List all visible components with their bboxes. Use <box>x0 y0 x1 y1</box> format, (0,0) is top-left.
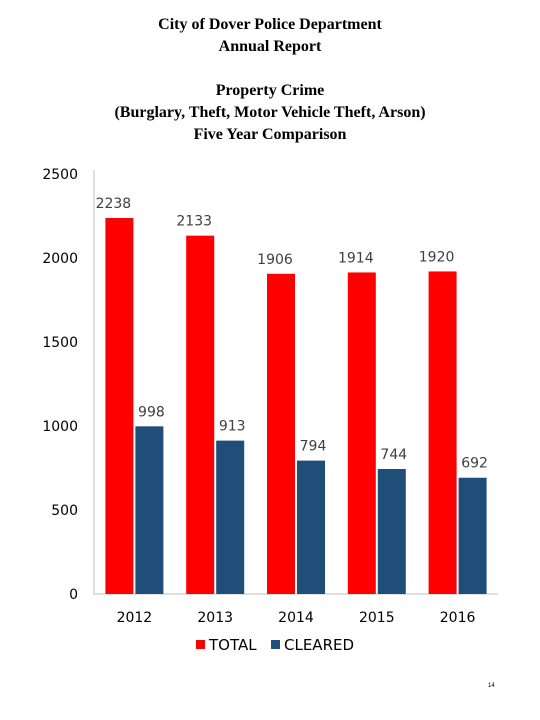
data-label: 2133 <box>176 214 212 230</box>
legend-label-total: TOTAL <box>208 636 257 654</box>
data-label: 2238 <box>96 196 132 212</box>
bar-total-2016 <box>428 271 457 594</box>
y-tick-label: 0 <box>69 587 78 603</box>
y-tick-label: 1000 <box>42 419 78 435</box>
bar-total-2015 <box>347 272 376 594</box>
x-tick-label: 2012 <box>117 610 153 626</box>
bar-cleared-2015 <box>377 469 406 594</box>
bar-cleared-2016 <box>458 477 487 594</box>
x-tick-label: 2013 <box>197 610 233 626</box>
y-tick-label: 2000 <box>42 251 78 267</box>
y-tick-label: 500 <box>51 503 78 519</box>
chart-title: Property Crime (Burglary, Theft, Motor V… <box>0 80 540 146</box>
x-tick-label: 2014 <box>278 610 314 626</box>
data-label: 692 <box>461 456 488 472</box>
bar-cleared-2014 <box>297 460 325 594</box>
data-label: 1906 <box>257 252 293 268</box>
x-tick-label: 2016 <box>440 610 476 626</box>
chart-title-line-1: Property Crime <box>215 82 325 99</box>
data-label: 794 <box>300 439 327 455</box>
bar-total-2013 <box>186 235 215 594</box>
data-label: 744 <box>380 447 407 463</box>
chart-title-line-2: (Burglary, Theft, Motor Vehicle Theft, A… <box>114 104 426 121</box>
y-tick-label: 2500 <box>42 167 78 183</box>
bar-total-2014 <box>267 273 295 594</box>
x-tick-label: 2015 <box>359 610 395 626</box>
legend-label-cleared: CLEARED <box>284 636 354 654</box>
bar-cleared-2013 <box>216 440 245 594</box>
report-header: City of Dover Police Department Annual R… <box>0 14 540 58</box>
bar-total-2012 <box>105 218 134 595</box>
data-label: 1914 <box>338 250 374 266</box>
data-label: 1920 <box>419 249 455 265</box>
bar-cleared-2012 <box>135 426 164 594</box>
data-label: 998 <box>138 404 165 420</box>
data-label: 913 <box>219 419 246 435</box>
legend-swatch-cleared <box>271 640 280 649</box>
legend-swatch-total <box>196 640 205 649</box>
page-number: 14 <box>488 683 495 689</box>
chart-title-line-3: Five Year Comparison <box>193 126 347 143</box>
y-tick-label: 1500 <box>42 335 78 351</box>
report-header-line-1: City of Dover Police Department <box>158 16 382 33</box>
report-header-line-2: Annual Report <box>218 38 322 55</box>
